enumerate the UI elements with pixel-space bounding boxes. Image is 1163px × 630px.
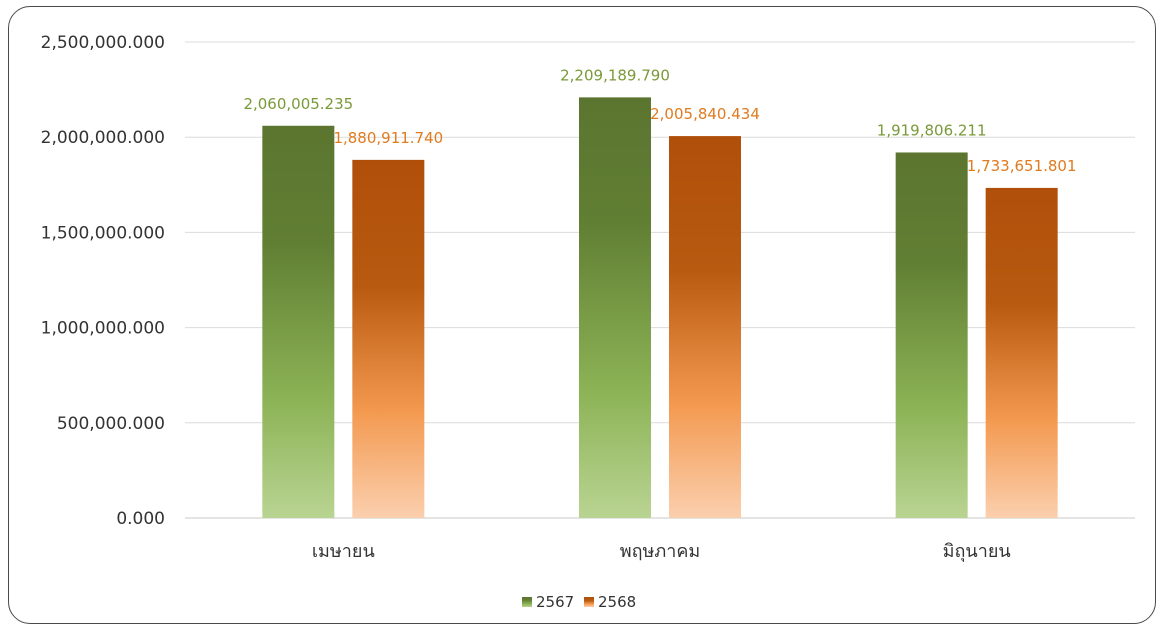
legend-label: 2568 bbox=[598, 593, 636, 611]
bar-2568-3 bbox=[985, 187, 1058, 518]
legend-swatch-2568 bbox=[584, 597, 594, 607]
data-label: 1,880,911.740 bbox=[333, 129, 443, 147]
y-tick-label: 1,000,000.000 bbox=[41, 319, 165, 339]
data-label: 2,209,189.790 bbox=[560, 66, 670, 84]
y-tick-label: 1,500,000.000 bbox=[41, 223, 165, 243]
legend-label: 2567 bbox=[536, 593, 574, 611]
bar-2568-2 bbox=[669, 136, 741, 518]
y-tick-label: 2,000,000.000 bbox=[41, 128, 165, 148]
legend: 2567 2568 bbox=[522, 593, 636, 611]
x-tick-label: พฤษภาคม bbox=[620, 541, 701, 562]
data-labels: 2,060,005.235 1,880,911.740 2,209,189.790 2… bbox=[243, 66, 1076, 175]
gridlines bbox=[185, 41, 1135, 519]
data-label: 2,060,005.235 bbox=[243, 95, 353, 113]
bar-2568-1 bbox=[352, 159, 425, 519]
x-tick-label: เมษายน bbox=[312, 541, 375, 562]
bar-2567-2 bbox=[579, 97, 651, 518]
data-label: 1,733,651.801 bbox=[967, 157, 1077, 175]
y-tick-label: 2,500,000.000 bbox=[41, 33, 165, 53]
x-tick-label: มิถุนายน bbox=[943, 541, 1011, 562]
data-label: 2,005,840.434 bbox=[650, 105, 760, 123]
bar-2567-1 bbox=[262, 125, 335, 519]
data-label: 1,919,806.211 bbox=[877, 121, 987, 139]
y-tick-label: 0.000 bbox=[116, 509, 165, 529]
y-axis: 0.000 500,000.000 1,000,000.000 1,500,000.0… bbox=[41, 33, 165, 529]
x-axis: เมษายน พฤษภาคม มิถุนายน bbox=[312, 541, 1011, 562]
bar-2567-3 bbox=[895, 152, 968, 518]
bars bbox=[262, 97, 1058, 519]
y-tick-label: 500,000.000 bbox=[57, 414, 165, 434]
legend-swatch-2567 bbox=[522, 597, 532, 607]
